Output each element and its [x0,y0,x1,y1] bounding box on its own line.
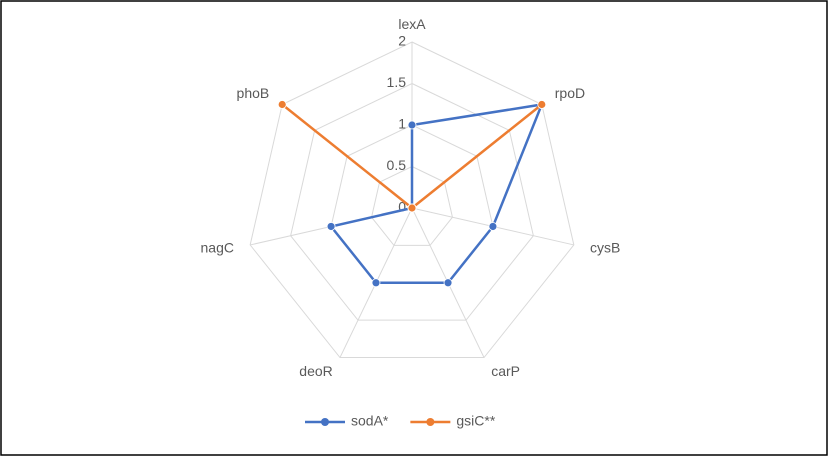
category-label: cysB [590,239,620,255]
r-tick-label: 0.5 [387,157,407,173]
data-point [488,222,498,231]
category-label: nagC [201,239,234,255]
category-label: lexA [398,16,426,32]
grid-ring [249,41,575,359]
r-tick-label: 0 [398,199,406,215]
legend-label: gsiC** [456,413,495,429]
data-point [277,100,287,109]
r-tick-label: 1.5 [387,74,407,90]
r-tick-label: 1 [398,116,406,132]
data-point [407,120,417,130]
category-label: phoB [237,85,270,101]
data-point [326,222,336,231]
legend-label: sodA* [351,413,389,429]
grid-ring [370,165,454,246]
grid-ring [290,82,534,321]
legend-marker [426,418,435,426]
category-label: deoR [299,363,332,379]
data-point [443,278,453,288]
legend-marker [321,418,329,426]
data-point [371,278,381,288]
series-line [328,102,544,285]
category-label: carP [491,363,520,379]
data-point [407,203,417,213]
r-tick-label: 2 [398,33,406,49]
category-label: rpoD [555,85,585,101]
data-point [537,100,547,109]
